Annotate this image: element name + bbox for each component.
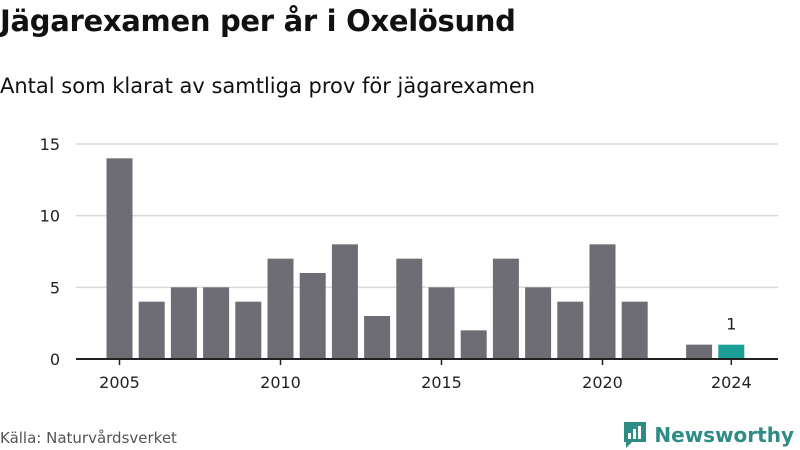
- brand-name: Newsworthy: [654, 423, 794, 447]
- x-axis-ticks: 2005 2010 2015 2020 2024: [76, 358, 778, 392]
- x-tick-label: 2020: [582, 373, 623, 392]
- bar: [331, 244, 358, 359]
- chart-subtitle: Antal som klarat av samtliga prov för jä…: [0, 74, 536, 98]
- bar: [460, 330, 487, 359]
- bar: [589, 244, 616, 359]
- bar: [364, 316, 391, 359]
- y-tick-label: 15: [40, 135, 60, 154]
- bar: [106, 158, 133, 359]
- source-note: Källa: Naturvårdsverket: [0, 429, 177, 447]
- bar: [621, 301, 648, 359]
- bar: [170, 287, 197, 359]
- bar: [235, 301, 262, 359]
- bar: [267, 258, 294, 359]
- bar-highlight: [718, 344, 745, 359]
- data-labels: 1: [726, 315, 736, 334]
- bar: [428, 287, 455, 359]
- bar: [492, 258, 519, 359]
- gridlines: [76, 143, 778, 289]
- y-axis-ticks: 0 5 10 15: [40, 135, 60, 369]
- y-tick-label: 0: [50, 350, 60, 369]
- bar: [557, 301, 584, 359]
- bar: [299, 273, 326, 359]
- x-tick-label: 2010: [260, 373, 301, 392]
- bar: [138, 301, 165, 359]
- bar-chart: 0 5 10 15 2005 2010 2015 2020 2024 1: [40, 135, 778, 392]
- x-tick-label: 2015: [421, 373, 462, 392]
- y-tick-label: 10: [40, 207, 60, 226]
- y-tick-label: 5: [50, 278, 60, 297]
- newsworthy-logo-icon: [624, 422, 647, 448]
- brand: Newsworthy: [622, 420, 794, 450]
- data-label: 1: [726, 315, 736, 334]
- x-tick-label: 2024: [711, 373, 752, 392]
- x-tick-label: 2005: [99, 373, 140, 392]
- bar: [686, 344, 713, 359]
- bar: [203, 287, 230, 359]
- chart-title: Jägarexamen per år i Oxelösund: [0, 4, 516, 38]
- bars: [106, 158, 745, 359]
- bar: [396, 258, 423, 359]
- bar: [525, 287, 552, 359]
